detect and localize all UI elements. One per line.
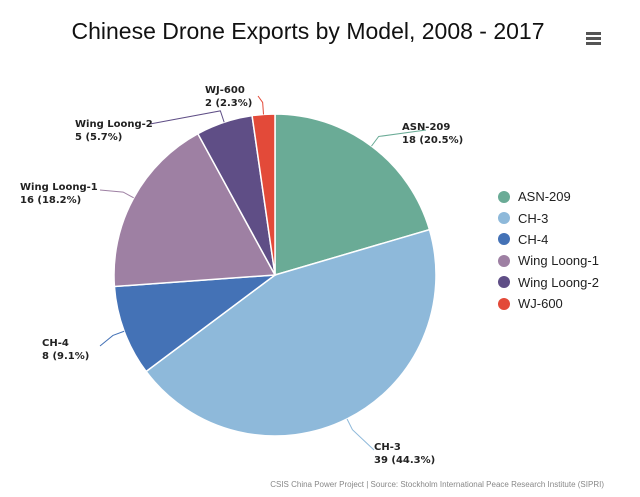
legend-label: CH-3 — [518, 210, 549, 226]
data-label-value: 39 (44.3%) — [374, 455, 435, 466]
menu-icon[interactable] — [582, 30, 604, 48]
legend-item-ch-4[interactable]: CH-4 — [498, 229, 599, 250]
connector-line — [99, 330, 125, 347]
legend-label: Wing Loong-1 — [518, 253, 599, 269]
credits[interactable]: CSIS China Power Project | Source: Stock… — [270, 480, 604, 489]
connector-line — [99, 189, 134, 199]
legend-label: WJ-600 — [518, 296, 563, 312]
legend-dot-icon — [498, 233, 510, 246]
legend-dot-icon — [498, 212, 510, 225]
legend-dot-icon — [498, 190, 510, 203]
legend-label: CH-4 — [518, 231, 549, 247]
legend-item-wj-600[interactable]: WJ-600 — [498, 293, 599, 314]
legend-dot-icon — [498, 254, 510, 267]
connector-line — [346, 418, 375, 451]
data-label-name: Wing Loong-1 — [20, 182, 98, 193]
legend-item-ch-3[interactable]: CH-3 — [498, 207, 599, 228]
connector-line — [371, 129, 427, 147]
data-label-value: 2 (2.3%) — [205, 98, 252, 109]
connector-line — [257, 95, 265, 115]
pie-slice-ch-4[interactable] — [113, 274, 278, 373]
data-label-value: 18 (20.5%) — [402, 135, 463, 146]
data-label-name: CH-4 — [42, 338, 69, 349]
data-label-name: Wing Loong-2 — [75, 119, 153, 130]
legend-dot-icon — [498, 276, 510, 289]
legend-dot-icon — [498, 297, 510, 310]
pie-slice-ch-3[interactable] — [145, 228, 437, 437]
legend: ASN-209 CH-3 CH-4 Wing Loong-1 Wing Loong-2 W… — [498, 186, 599, 314]
data-label-name: ASN-209 — [402, 122, 450, 133]
legend-label: ASN-209 — [518, 189, 571, 205]
data-label-value: 16 (18.2%) — [20, 195, 81, 206]
legend-item-wing-loong-1[interactable]: Wing Loong-1 — [498, 250, 599, 271]
connector-line — [149, 110, 225, 125]
legend-label: Wing Loong-2 — [518, 274, 599, 290]
legend-item-wing-loong-2[interactable]: Wing Loong-2 — [498, 272, 599, 293]
pie-slice-wing-loong-1[interactable] — [113, 132, 277, 288]
data-label-name: WJ-600 — [205, 85, 245, 96]
pie-slice-asn-209[interactable] — [274, 113, 431, 277]
data-label-value: 8 (9.1%) — [42, 351, 89, 362]
data-label-name: CH-3 — [374, 442, 401, 453]
chart-title: Chinese Drone Exports by Model, 2008 - 2… — [71, 18, 545, 44]
data-label-value: 5 (5.7%) — [75, 132, 122, 143]
legend-item-asn-209[interactable]: ASN-209 — [498, 186, 599, 207]
pie-slice-wj-600[interactable] — [251, 113, 276, 276]
